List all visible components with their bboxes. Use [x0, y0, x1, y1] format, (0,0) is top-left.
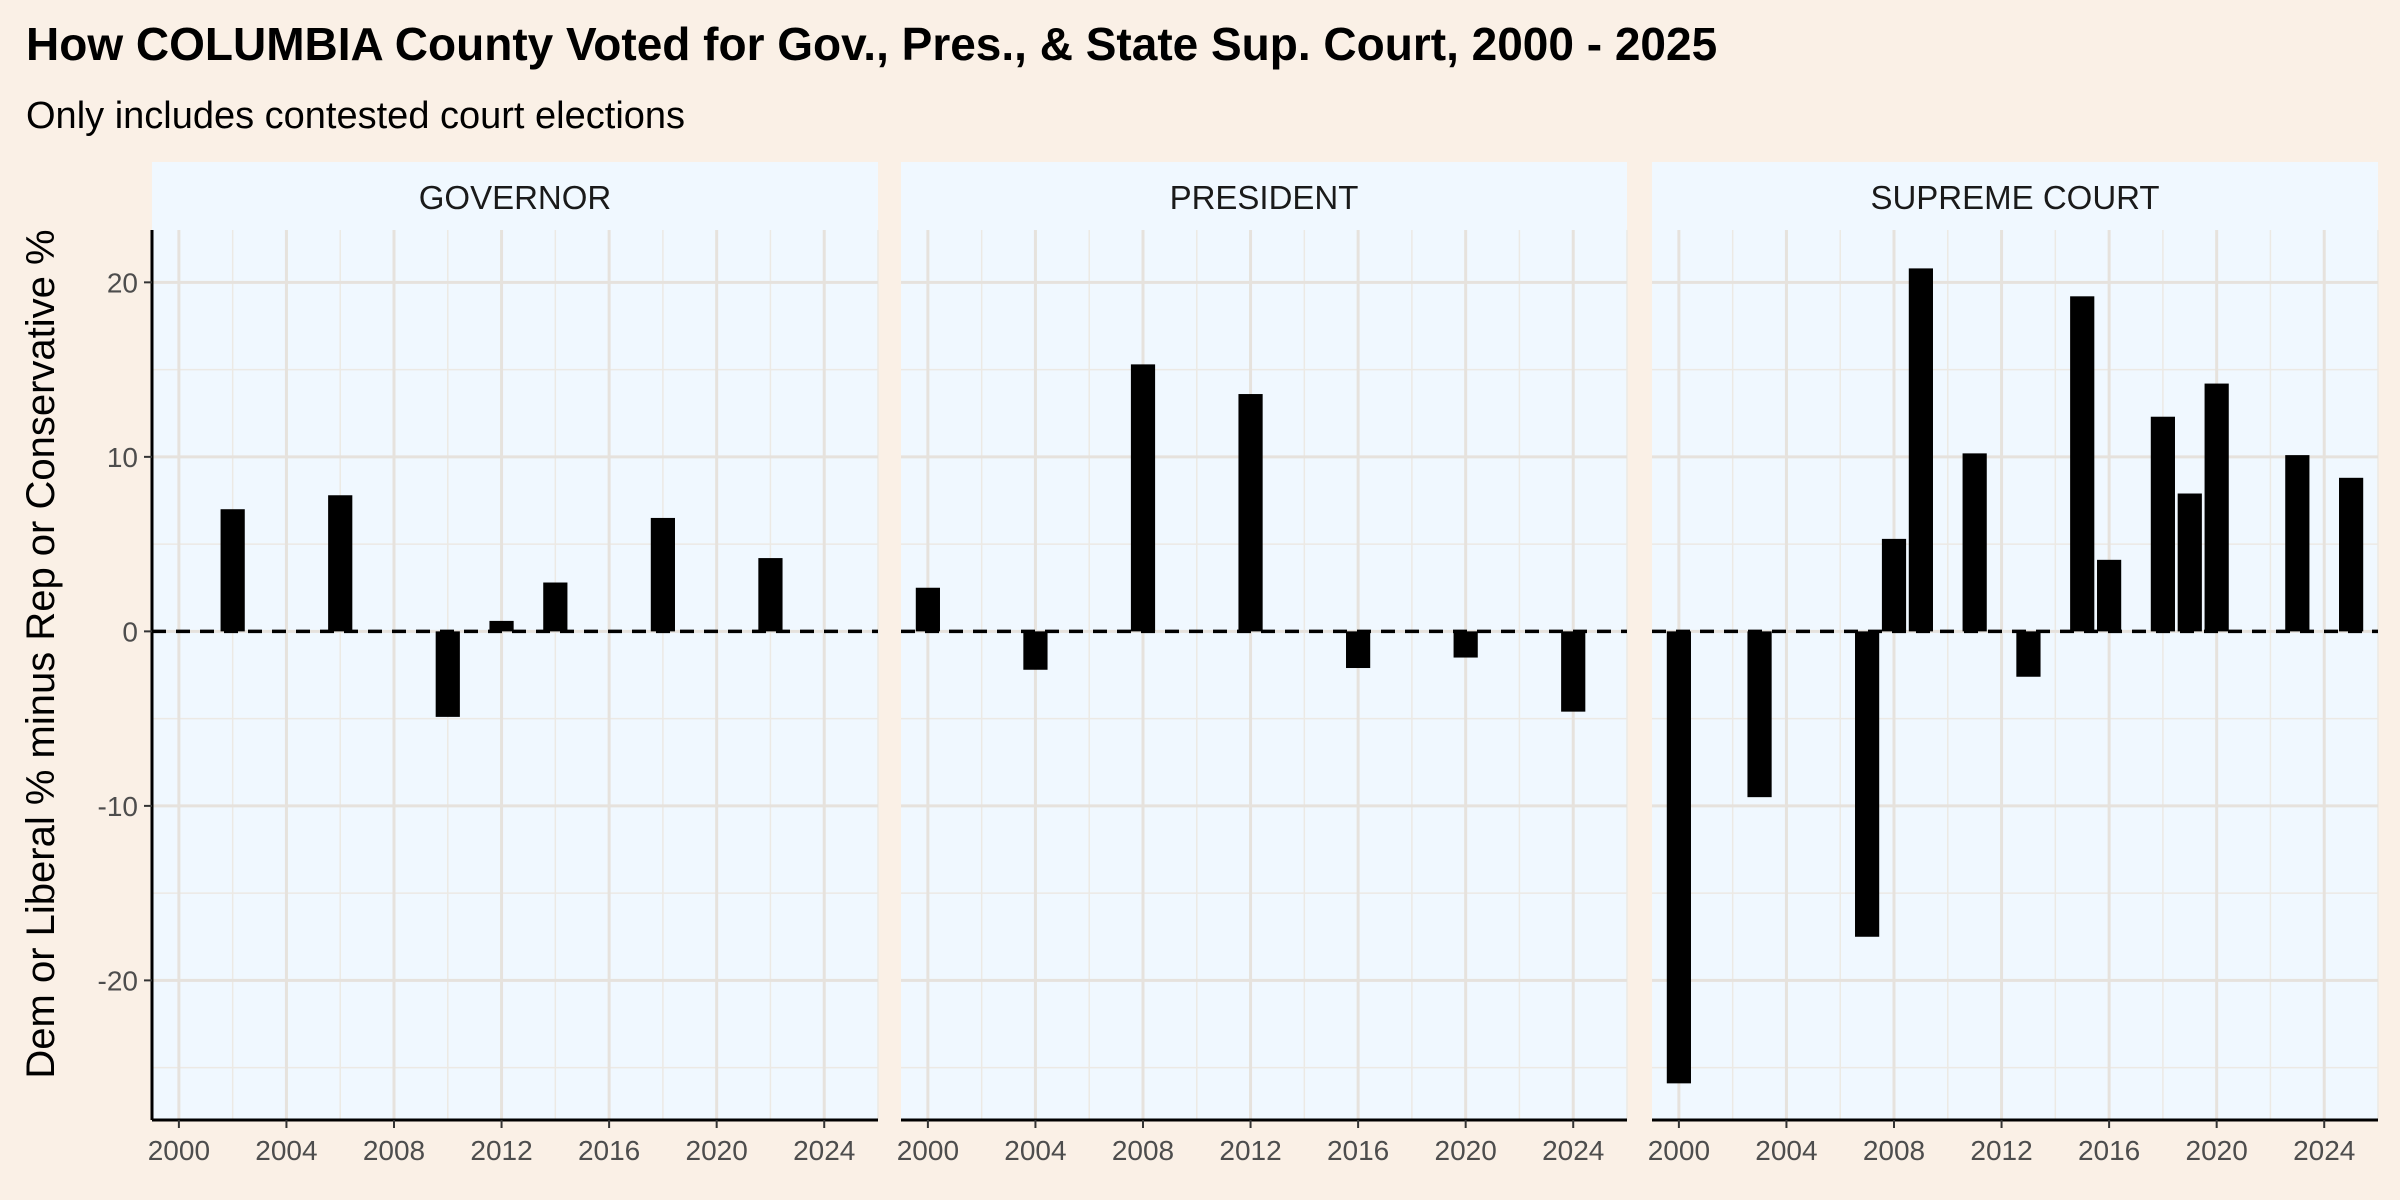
panel-background [901, 230, 1627, 1120]
facet-panel-1: GOVERNOR 2000 2004 2008 2012 2016 2020 2024 -20 -… [98, 162, 879, 1166]
y-axis-title: Dem or Liberal % minus Rep or Conservati… [19, 229, 63, 1078]
bar [1962, 453, 1987, 632]
x-tick-label: 2020 [1435, 1135, 1497, 1166]
x-tick-label: 2012 [1219, 1135, 1281, 1166]
bar [650, 517, 675, 632]
bar [1855, 631, 1880, 937]
x-tick-label: 2020 [2186, 1135, 2248, 1166]
bar [1747, 631, 1772, 798]
bar [2339, 477, 2364, 632]
bar [1023, 631, 1048, 670]
x-tick-label: 2024 [2293, 1135, 2355, 1166]
y-tick-label: -20 [98, 965, 138, 996]
bar [2285, 455, 2310, 632]
bar [1666, 631, 1691, 1084]
bar [915, 587, 940, 632]
bar [2070, 296, 2095, 632]
x-tick-label: 2008 [1863, 1135, 1925, 1166]
x-tick-label: 2016 [1327, 1135, 1389, 1166]
x-tick-label: 2020 [686, 1135, 748, 1166]
facet-panel-2: PRESIDENT 2000 2004 2008 2012 2016 2020 2024 [897, 162, 1628, 1166]
bar [489, 620, 514, 632]
bar [2177, 493, 2202, 632]
chart-title: How COLUMBIA County Voted for Gov., Pres… [26, 18, 1717, 70]
x-tick-label: 2000 [148, 1135, 210, 1166]
bar [2204, 383, 2229, 632]
facet-strip [1652, 162, 2378, 230]
x-tick-label: 2004 [255, 1135, 317, 1166]
facet-panels: GOVERNOR 2000 2004 2008 2012 2016 2020 2024 -20 -… [98, 162, 2379, 1166]
x-tick-label: 2024 [1542, 1135, 1604, 1166]
x-tick-label: 2012 [470, 1135, 532, 1166]
bar [758, 558, 783, 632]
bar [328, 495, 353, 632]
x-tick-label: 2004 [1755, 1135, 1817, 1166]
bar [1561, 631, 1586, 712]
x-tick-label: 2016 [2078, 1135, 2140, 1166]
bar [1346, 631, 1371, 669]
panel-background [152, 230, 878, 1120]
facet-strip [901, 162, 1627, 230]
x-tick-label: 2008 [363, 1135, 425, 1166]
bar [2150, 416, 2175, 632]
x-tick-label: 2024 [793, 1135, 855, 1166]
y-tick-label: 10 [107, 442, 138, 473]
chart-subtitle: Only includes contested court elections [26, 95, 685, 137]
x-tick-label: 2004 [1004, 1135, 1066, 1166]
x-tick-label: 2000 [897, 1135, 959, 1166]
panel-background [1652, 230, 2378, 1120]
x-tick-label: 2012 [1970, 1135, 2032, 1166]
bar [2016, 631, 2041, 677]
bar [1908, 268, 1933, 632]
bar [543, 582, 568, 632]
facet-strip-label: GOVERNOR [419, 179, 612, 216]
y-tick-label: 20 [107, 267, 138, 298]
bar [1453, 631, 1478, 658]
facet-strip-label: SUPREME COURT [1870, 179, 2159, 216]
x-tick-label: 2008 [1112, 1135, 1174, 1166]
bar [1881, 538, 1907, 632]
facet-panel-3: SUPREME COURT 2000 2004 2008 2012 2016 2020 202… [1648, 162, 2379, 1166]
facet-strip [152, 162, 878, 230]
bar [435, 631, 460, 717]
y-tick-label: 0 [122, 616, 138, 647]
x-tick-label: 2000 [1648, 1135, 1710, 1166]
bar [1130, 364, 1156, 632]
y-tick-label: -10 [98, 791, 138, 822]
facet-strip-label: PRESIDENT [1170, 179, 1359, 216]
bar [1238, 394, 1263, 632]
bar [220, 509, 245, 632]
bar [2097, 559, 2122, 632]
x-tick-label: 2016 [578, 1135, 640, 1166]
